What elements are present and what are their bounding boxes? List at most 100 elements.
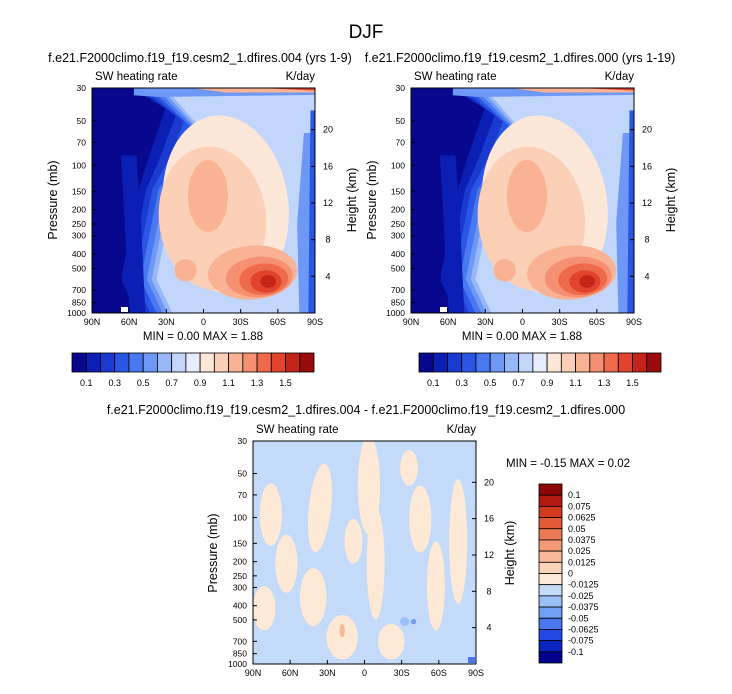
colorbar-swatch [299, 352, 315, 373]
contour-positive-region [409, 485, 432, 553]
colorbar-swatch [538, 539, 563, 552]
colorbar-label: 1.5 [626, 378, 639, 388]
height-tick-label: 12 [484, 550, 494, 560]
y-tick-label: 300 [72, 231, 86, 241]
panel-right-axes: 90N 60N 30N 0 30S 60S 90S 30 50 70 100 150 200 250 300… [386, 83, 652, 327]
y-tick-label: 500 [233, 615, 247, 625]
panel-diff-right-axis-label: Height (km) [503, 521, 517, 586]
colorbar-label: -0.0375 [568, 602, 599, 612]
x-tick-label: 90N [403, 317, 420, 327]
colorbar-swatch [538, 629, 563, 642]
x-tick-label: 30N [158, 317, 175, 327]
y-tick-label: 700 [72, 285, 86, 295]
panel-left-variable-label: SW heating rate [95, 71, 177, 83]
panel-diff-colorbar: 0.10.0750.06250.050.03750.0250.01250-0.0… [538, 483, 599, 664]
contour-warm-region [506, 160, 548, 232]
y-tick-label: 700 [391, 285, 405, 295]
y-tick-label: 400 [233, 601, 247, 611]
colorbar-swatch [617, 352, 633, 373]
x-tick-label: 0 [520, 317, 525, 327]
y-tick-label: 300 [391, 231, 405, 241]
contour-warm-region [493, 259, 516, 282]
panel-right-contour-field [411, 88, 634, 313]
panel-diff-minmax: MIN = -0.15 MAX = 0.02 [506, 458, 630, 470]
colorbar-label: 1.1 [569, 378, 582, 388]
colorbar-swatch [589, 352, 605, 373]
colorbar-swatch [538, 584, 563, 597]
colorbar-swatch [538, 640, 563, 653]
contour-top-band [578, 88, 634, 91]
colorbar-label: 0.1 [427, 378, 440, 388]
colorbar-swatch [228, 352, 244, 373]
y-tick-label: 1000 [67, 308, 86, 318]
colorbar-swatch [538, 573, 563, 586]
colorbar-swatch [603, 352, 619, 373]
contour-positive-region [307, 463, 332, 553]
colorbar-label: 1.3 [251, 378, 264, 388]
y-tick-label: 150 [233, 538, 247, 548]
colorbar-label: 0.9 [541, 378, 554, 388]
height-tick-label: 20 [484, 477, 494, 487]
y-tick-label: 200 [233, 557, 247, 567]
colorbar-swatch [538, 483, 563, 496]
panel-diff-axes: 90N 60N 30N 0 30S 60S 90S 30 50 70 100 150 200 250300… [228, 436, 494, 678]
colorbar-swatch [646, 352, 662, 373]
colorbar-swatch [461, 352, 477, 373]
contour-warm-region [260, 275, 276, 288]
x-tick-label: 60S [589, 317, 605, 327]
height-tick-label: 20 [323, 125, 333, 135]
colorbar-label: 0.0125 [568, 557, 596, 567]
y-tick-label: 400 [72, 249, 86, 259]
colorbar-label: 0.1 [80, 378, 93, 388]
colorbar-label: 0.0375 [568, 535, 596, 545]
y-tick-label: 100 [391, 160, 405, 170]
y-tick-label: 400 [391, 249, 405, 259]
panel-right: f.e21.F2000climo.f19_f19.cesm2_1.dfires.… [365, 51, 678, 388]
height-tick-label: 4 [325, 271, 330, 281]
colorbar-label: 0.7 [512, 378, 525, 388]
y-tick-label: 1000 [228, 659, 247, 669]
contour-negative-region [468, 657, 475, 663]
panel-left-units-label: K/day [286, 71, 316, 83]
contour-positive-region [400, 449, 419, 486]
y-tick-label: 300 [233, 582, 247, 592]
colorbar-swatch [538, 517, 563, 530]
contour-top-band [511, 88, 634, 93]
y-tick-label: 50 [396, 116, 406, 126]
panel-diff-y-axis-label: Pressure (mb) [206, 513, 220, 592]
x-tick-label: 90N [84, 317, 101, 327]
colorbar-swatch [270, 352, 286, 373]
y-tick-label: 200 [72, 205, 86, 215]
contour-positive-region [377, 623, 405, 660]
y-tick-label: 30 [238, 436, 248, 446]
colorbar-swatch [489, 352, 505, 373]
x-tick-label: 60S [270, 317, 286, 327]
missing-data-mask [439, 307, 447, 312]
contour-positive-region [449, 478, 468, 604]
colorbar-label: 1.3 [598, 378, 611, 388]
panel-right-units-label: K/day [605, 71, 635, 83]
y-tick-label: 150 [391, 186, 405, 196]
contour-shell [121, 155, 146, 313]
y-tick-label: 100 [233, 513, 247, 523]
colorbar-label: 0.5 [484, 378, 497, 388]
panel-left-axes: 90N 60N 30N 0 30S 60S 90S 30 50 70 100 150 200 250 300… [67, 83, 333, 327]
panel-diff-variable-label: SW heating rate [256, 424, 338, 436]
colorbar-label: -0.0125 [568, 580, 599, 590]
colorbar-label: -0.075 [568, 636, 594, 646]
height-tick-label: 8 [644, 235, 649, 245]
colorbar-swatch [538, 494, 563, 507]
colorbar-label: -0.025 [568, 591, 594, 601]
colorbar-swatch [213, 352, 229, 373]
colorbar-swatch [475, 352, 491, 373]
colorbar-swatch [575, 352, 591, 373]
colorbar-label: 0.9 [194, 378, 207, 388]
colorbar-swatch [142, 352, 158, 373]
panel-left: f.e21.F2000climo.f19_f19.cesm2_1.dfires.… [46, 51, 359, 388]
x-tick-label: 90S [307, 317, 323, 327]
colorbar-swatch [538, 550, 563, 563]
colorbar-swatch [538, 561, 563, 574]
contour-positive-region [299, 568, 327, 627]
panel-left-title: f.e21.F2000climo.f19_f19.cesm2_1.dfires.… [48, 51, 352, 65]
